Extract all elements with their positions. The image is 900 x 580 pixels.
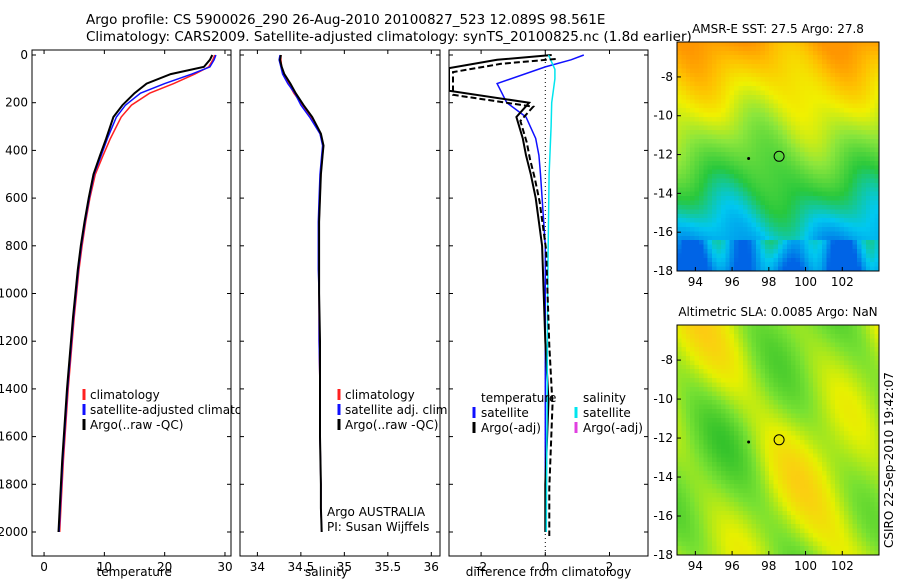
series-line-3 — [545, 54, 556, 533]
map-title: Altimetric SLA: 0.0085 Argo: NaN — [678, 305, 877, 319]
y-tick-label: 400 — [5, 143, 28, 157]
map-x-tick-label: 94 — [688, 275, 703, 289]
map-field — [677, 325, 880, 556]
map-x-tick-label: 102 — [831, 559, 854, 573]
y-tick-label: 800 — [5, 239, 28, 253]
argo-marker-icon — [773, 150, 785, 162]
map-title: AMSR-E SST: 27.5 Argo: 27.8 — [692, 22, 864, 36]
annotation-text: Argo AUSTRALIA — [327, 505, 426, 519]
map-x-tick-label: 100 — [794, 559, 817, 573]
plot-frame — [448, 49, 649, 557]
map-x-tick-label: 102 — [831, 275, 854, 289]
profile-panel-1: 0 10 20 30 0 200 400 600 800 1000 1200 1400 1600 1800… — [0, 48, 268, 579]
map-y-tick-label: -8 — [661, 70, 673, 84]
footer-credit: CSIRO 22-Sep-2010 19:42:07 — [882, 372, 896, 548]
series-line-argo-dashed — [452, 58, 556, 536]
map-frame — [676, 41, 880, 272]
x-tick-label: 34.5 — [288, 560, 315, 574]
x-tick-label: 35 — [337, 560, 352, 574]
map-y-tick-label: -14 — [653, 470, 673, 484]
map-panel-2: Altimetric SLA: 0.0085 Argo: NaN -8 -10 -12… — [653, 305, 880, 573]
series-line-2 — [449, 54, 552, 532]
y-tick-label: 200 — [5, 96, 28, 110]
x-tick-label: 0 — [40, 560, 48, 574]
annotation-text: PI: Susan Wijffels — [327, 520, 429, 534]
y-tick-label: 1600 — [0, 430, 28, 444]
map-x-tick-label: 98 — [761, 275, 776, 289]
x-tick-label: 2 — [606, 560, 614, 574]
legend-title-temperature: temperature — [481, 391, 556, 405]
map-x-tick-label: 96 — [724, 559, 739, 573]
x-tick-label: 36 — [424, 560, 439, 574]
series-line-1 — [496, 54, 585, 532]
x-axis-label: temperature — [97, 565, 172, 579]
y-tick-label: 1800 — [0, 477, 28, 491]
chart-title-line2: Climatology: CARS2009. Satellite-adjuste… — [86, 29, 692, 45]
y-tick-label: 600 — [5, 191, 28, 205]
argo-marker-icon — [773, 434, 785, 446]
map-y-tick-label: -18 — [653, 548, 673, 562]
x-tick-label: 0 — [541, 560, 549, 574]
map-x-tick-label: 100 — [794, 275, 817, 289]
plot-frame — [239, 49, 441, 557]
x-tick-label: 35.5 — [374, 560, 401, 574]
profile-panel-2: 34 34.5 35 35.5 36 salinity climatologysatelli… — [239, 49, 451, 579]
x-tick-label: 10 — [97, 560, 112, 574]
x-tick-label: 30 — [217, 560, 232, 574]
map-y-tick-label: -10 — [653, 109, 673, 123]
x-tick-label: 34 — [250, 560, 265, 574]
legend-label: satellite — [481, 406, 529, 420]
map-y-tick-label: -10 — [653, 392, 673, 406]
island-marker-icon — [747, 440, 751, 444]
series-line-3 — [57, 54, 214, 533]
legend-title-salinity: salinity — [583, 391, 626, 405]
legend-label: Argo(..raw -QC) — [345, 418, 438, 432]
x-tick-label: 20 — [157, 560, 172, 574]
map-y-tick-label: -16 — [653, 509, 673, 523]
map-x-tick-label: 94 — [688, 559, 703, 573]
map-field — [677, 42, 880, 272]
map-x-tick-label: 98 — [761, 559, 776, 573]
map-y-tick-label: -12 — [653, 148, 673, 162]
map-frame — [676, 324, 880, 556]
y-tick-label: 1200 — [0, 334, 28, 348]
y-tick-label: 1000 — [0, 287, 28, 301]
island-marker-icon — [747, 156, 751, 160]
plot-frame — [31, 49, 232, 557]
map-panel-1: AMSR-E SST: 27.5 Argo: 27.8 -8 -10 -12 -14 -1… — [653, 22, 880, 289]
legend-label: satellite — [583, 406, 631, 420]
x-axis-label: difference from climatology — [466, 565, 632, 579]
y-tick-label: 0 — [20, 48, 28, 62]
legend-label: satellite-adjusted climatology — [90, 403, 268, 417]
chart-title-line1: Argo profile: CS 5900026_290 26-Aug-2010… — [86, 12, 606, 28]
map-y-tick-label: -18 — [653, 264, 673, 278]
legend-label: satellite adj. clim. — [345, 403, 451, 417]
map-x-tick-label: 96 — [724, 275, 739, 289]
legend-label: Argo(-adj) — [481, 421, 541, 435]
series-line-3 — [278, 54, 325, 533]
y-tick-label: 1400 — [0, 382, 28, 396]
map-y-tick-label: -8 — [661, 353, 673, 367]
map-y-tick-label: -16 — [653, 225, 673, 239]
map-y-tick-label: -12 — [653, 431, 673, 445]
x-tick-label: -2 — [475, 560, 487, 574]
x-axis-label: salinity — [305, 565, 348, 579]
legend-label: Argo(..raw -QC) — [90, 418, 183, 432]
map-y-tick-label: -14 — [653, 186, 673, 200]
y-tick-label: 2000 — [0, 525, 28, 539]
legend-label: Argo(-adj) — [583, 421, 643, 435]
legend-label: climatology — [90, 388, 160, 402]
legend-label: climatology — [345, 388, 415, 402]
